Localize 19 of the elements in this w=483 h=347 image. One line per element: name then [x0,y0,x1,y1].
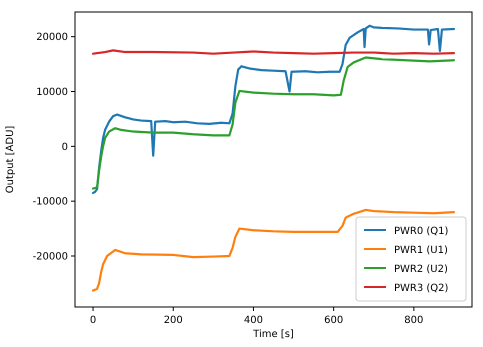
x-tick-label: 0 [90,315,96,326]
line-series [92,208,456,292]
y-tick-label: -10000 [32,196,68,208]
y-tick-label: 20000 [36,32,68,44]
line-series [92,56,456,190]
legend-label: PWR0 (Q1) [394,226,449,237]
y-axis-title: Output [ADU] [5,126,16,194]
y-tick-label: 10000 [36,87,68,98]
legend-label: PWR2 (U2) [394,264,448,275]
y-tick-label: -20000 [32,252,68,263]
x-tick-label: 600 [324,315,344,326]
line-series [92,24,456,194]
x-axis-title: Time [s] [252,329,294,340]
legend-label: PWR3 (Q2) [394,283,449,294]
legend-label: PWR1 (U1) [394,245,448,256]
y-tick-label: 0 [62,142,68,153]
x-tick-label: 800 [404,315,424,326]
x-tick-label: 400 [244,315,263,326]
x-tick-label: 200 [164,315,183,326]
